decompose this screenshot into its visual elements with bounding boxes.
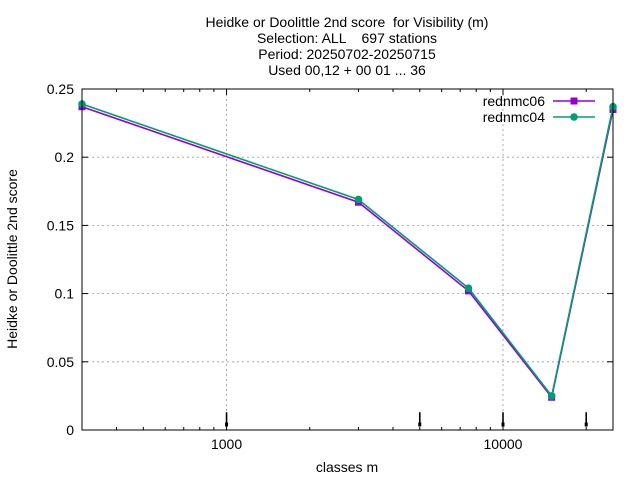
title-line-2: Period: 20250702-20250715	[258, 46, 436, 62]
point-rednmc04-3	[547, 392, 556, 400]
point-rednmc04-2	[464, 284, 473, 292]
series-line-rednmc04	[81, 103, 614, 398]
legend-marker-rednmc04	[570, 113, 578, 121]
point-rednmc04-1	[354, 195, 363, 204]
y-tick-label-2: 0.1	[55, 286, 75, 302]
title-line-1: Selection: ALL 697 stations	[257, 30, 437, 46]
class-marker-dot-3	[584, 422, 588, 427]
y-tick-label-3: 0.15	[47, 217, 74, 233]
y-axis-label: Heidke or Doolittle 2nd score	[4, 169, 20, 349]
legend-label-rednmc06: rednmc06	[483, 93, 545, 109]
y-tick-label-5: 0.25	[47, 81, 74, 97]
plot-frame	[81, 88, 614, 431]
class-markers	[225, 412, 588, 427]
axis-ticks: 0 0.05 0.1 0.15 0.2 0.25 1000 10000	[47, 81, 613, 452]
x-tick-label-1: 10000	[484, 436, 523, 452]
y-tick-label-0: 0	[66, 422, 74, 438]
title-line-3: Used 00,12 + 00 01 ... 36	[268, 62, 426, 78]
series-lines	[78, 100, 617, 401]
legend-marker-rednmc06	[570, 97, 578, 105]
x-tick-label-0: 1000	[211, 436, 242, 452]
legend-label-rednmc04: rednmc04	[483, 109, 545, 125]
chart-title: Heidke or Doolittle 2nd score for Visibi…	[206, 14, 489, 78]
grid-lines	[82, 89, 613, 430]
title-line-0: Heidke or Doolittle 2nd score for Visibi…	[206, 14, 489, 30]
y-tick-label-1: 0.05	[47, 354, 74, 370]
class-marker-dot-1	[418, 422, 422, 427]
x-axis-label: classes m	[316, 459, 378, 475]
series-line-rednmc06	[81, 105, 614, 400]
y-tick-label-4: 0.2	[55, 149, 75, 165]
